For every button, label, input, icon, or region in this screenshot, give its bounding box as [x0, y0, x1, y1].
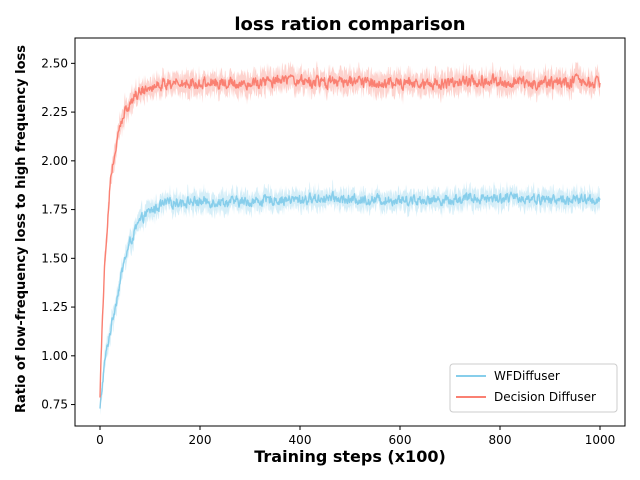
- y-tick-label: 1.25: [41, 300, 68, 314]
- y-tick-label: 2.25: [41, 105, 68, 119]
- plot-area: [99, 60, 601, 415]
- axes-frame: [74, 37, 626, 427]
- x-tick-label: 1000: [585, 433, 616, 447]
- series-line-wfdiffuser: [99, 190, 601, 409]
- y-axis-label: Ratio of low-frequency loss to high freq…: [14, 45, 29, 413]
- y-tick-label: 1.50: [41, 251, 68, 265]
- chart-title: loss ration comparison: [234, 14, 465, 35]
- y-tick-label: 0.75: [41, 398, 68, 412]
- band-decision-diffuser: [100, 60, 600, 410]
- legend-box: [449, 363, 618, 413]
- legend: WFDiffuser Decision Diffuser: [449, 363, 618, 413]
- y-tick-label: 1.00: [41, 349, 68, 363]
- y-tick-label: 1.75: [41, 203, 68, 217]
- series-line-decision-diffuser: [99, 73, 601, 398]
- x-tick-label: 800: [489, 433, 512, 447]
- x-tick-label: 600: [389, 433, 412, 447]
- y-tick-label: 2.50: [41, 56, 68, 70]
- legend-label-decision-diffuser: Decision Diffuser: [494, 390, 596, 404]
- y-tick-label: 2.00: [41, 154, 68, 168]
- x-tick-label: 400: [289, 433, 312, 447]
- x-axis-label: Training steps (x100): [254, 447, 446, 466]
- x-tick-label: 200: [189, 433, 212, 447]
- x-axis: 0 200 400 600 800 1000: [96, 426, 615, 447]
- band-wfdiffuser: [100, 179, 600, 415]
- x-tick-label: 0: [96, 433, 104, 447]
- legend-label-wfdiffuser: WFDiffuser: [494, 369, 560, 383]
- y-axis: 0.75 1.00 1.25 1.50 1.75 2.00 2.25 2.50: [41, 56, 75, 412]
